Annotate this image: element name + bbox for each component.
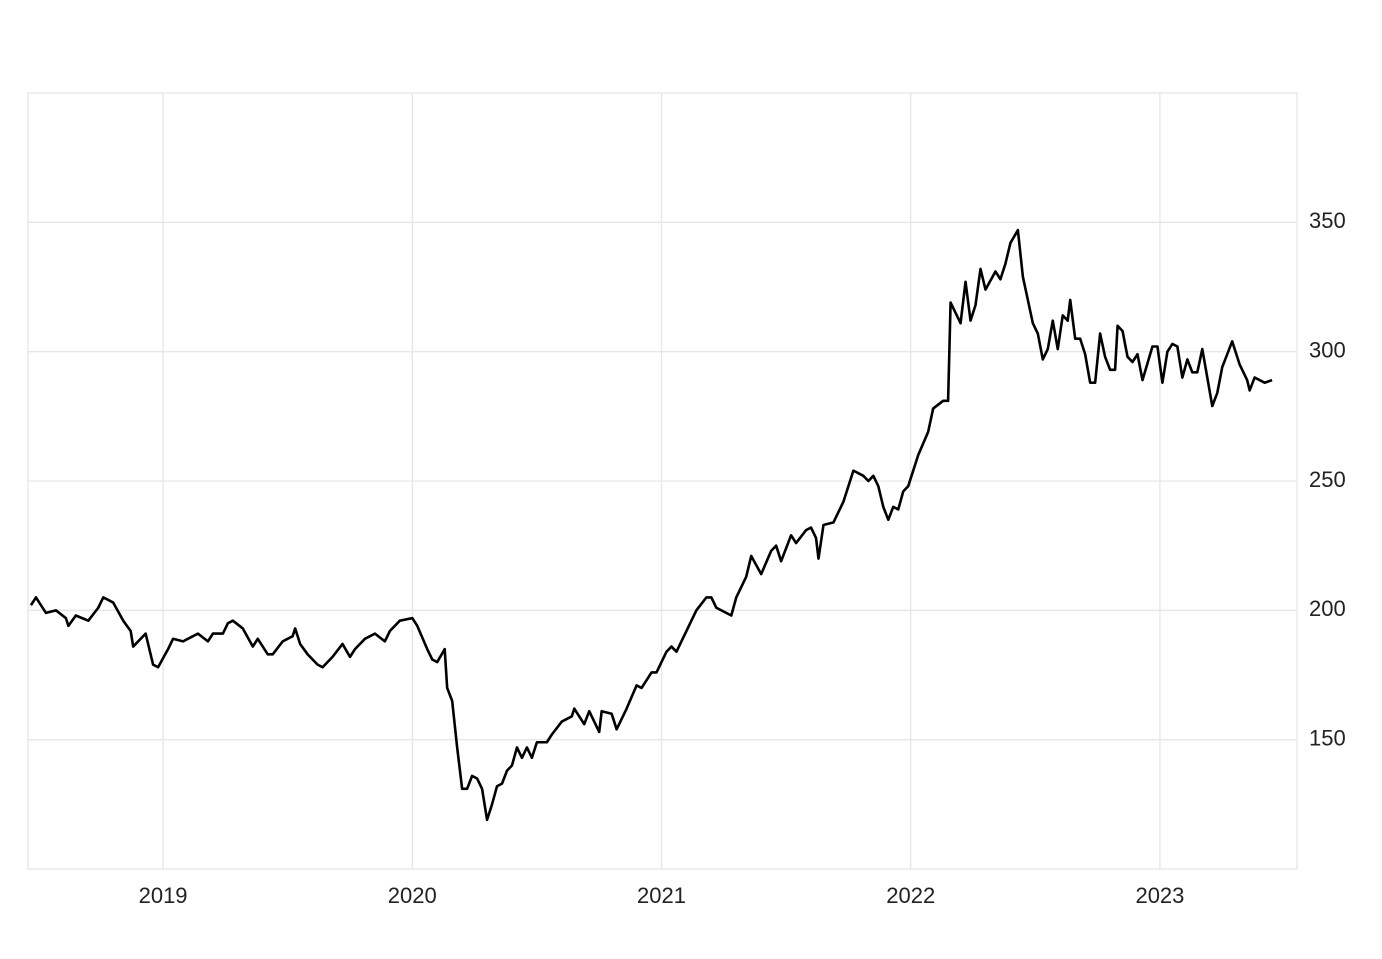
data-line <box>29 228 1273 822</box>
y-tick-label: 200 <box>1309 596 1346 621</box>
x-tick-label: 2021 <box>637 883 686 908</box>
x-tick-label: 2020 <box>388 883 437 908</box>
y-tick-label: 150 <box>1309 725 1346 750</box>
x-tick-label: 2022 <box>886 883 935 908</box>
y-tick-label: 250 <box>1309 467 1346 492</box>
x-tick-label: 2023 <box>1135 883 1184 908</box>
x-tick-label: 2019 <box>139 883 188 908</box>
y-tick-label: 350 <box>1309 208 1346 233</box>
y-tick-label: 300 <box>1309 337 1346 362</box>
